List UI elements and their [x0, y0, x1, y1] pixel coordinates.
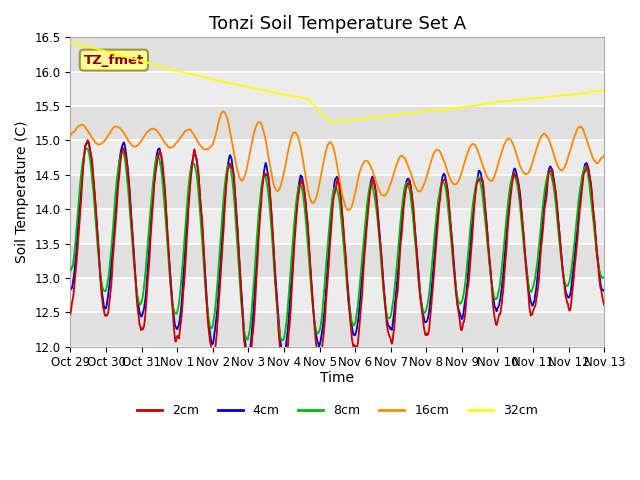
Title: Tonzi Soil Temperature Set A: Tonzi Soil Temperature Set A — [209, 15, 466, 33]
Bar — [70, 106, 604, 141]
X-axis label: Time: Time — [321, 371, 355, 385]
Y-axis label: Soil Temperature (C): Soil Temperature (C) — [15, 121, 29, 263]
Bar — [70, 243, 604, 278]
Bar — [70, 141, 604, 175]
Bar — [70, 209, 604, 243]
Bar — [70, 312, 604, 347]
Text: TZ_fmet: TZ_fmet — [84, 54, 144, 67]
Bar — [70, 37, 604, 72]
Legend: 2cm, 4cm, 8cm, 16cm, 32cm: 2cm, 4cm, 8cm, 16cm, 32cm — [132, 399, 543, 422]
Bar — [70, 175, 604, 209]
Bar — [70, 278, 604, 312]
Bar — [70, 72, 604, 106]
